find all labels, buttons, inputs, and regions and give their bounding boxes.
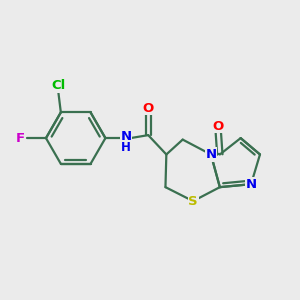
Text: F: F — [16, 132, 25, 145]
Text: N: N — [121, 130, 132, 143]
Text: O: O — [213, 120, 224, 133]
Text: Cl: Cl — [51, 79, 66, 92]
Text: S: S — [188, 195, 198, 208]
Text: H: H — [121, 140, 131, 154]
Text: O: O — [142, 102, 154, 115]
Text: N: N — [206, 148, 217, 161]
Text: N: N — [245, 178, 256, 191]
